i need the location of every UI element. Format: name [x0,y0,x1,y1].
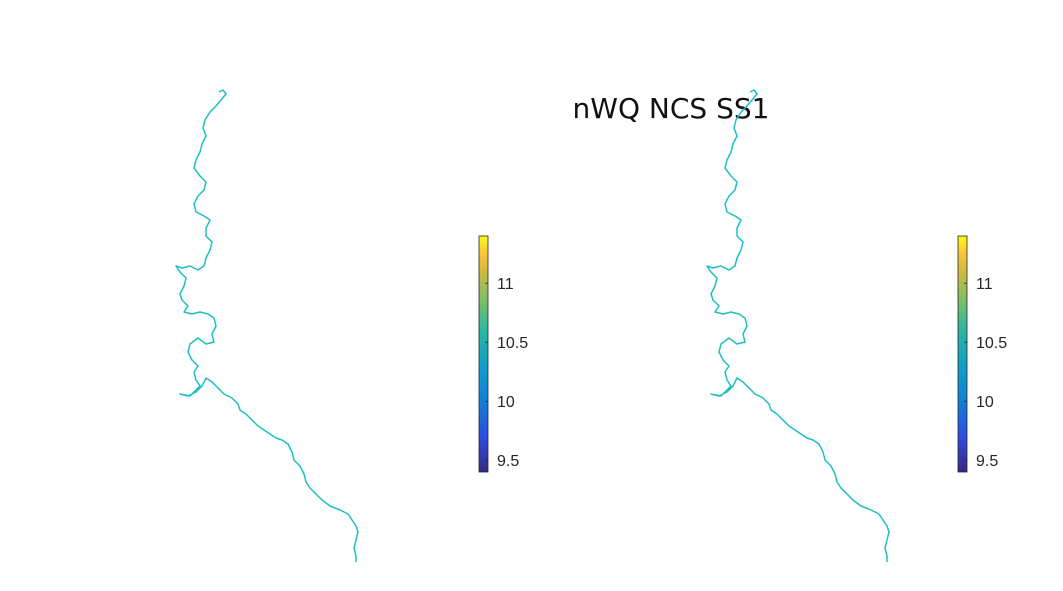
right-colorbar-group: 9.5 10 10.5 11 [957,235,1007,473]
colorbar-right [957,235,968,473]
right-panel [706,89,890,563]
colorbar-tick-label-left: 11 [497,276,514,293]
left-panel: 9.5 10 10.5 11 [175,89,528,563]
river-map-right [706,89,890,563]
colorbar-tick-label-right: 11 [976,276,993,293]
colorbar-tick-label-right: 10.5 [976,335,1007,352]
colorbar-tick-label-left: 9.5 [497,453,519,470]
river-map-left [175,89,359,563]
colorbar-tick-label-right: 10 [976,394,994,411]
colorbar-ticks-left: 9.5 10 10.5 11 [485,276,528,470]
colorbar-tick-label-right: 9.5 [976,453,998,470]
colorbar-left [478,235,489,473]
colorbar-ticks-right: 9.5 10 10.5 11 [964,276,1007,470]
colorbar-tick-label-left: 10.5 [497,335,528,352]
colorbar-tick-label-left: 10 [497,394,515,411]
